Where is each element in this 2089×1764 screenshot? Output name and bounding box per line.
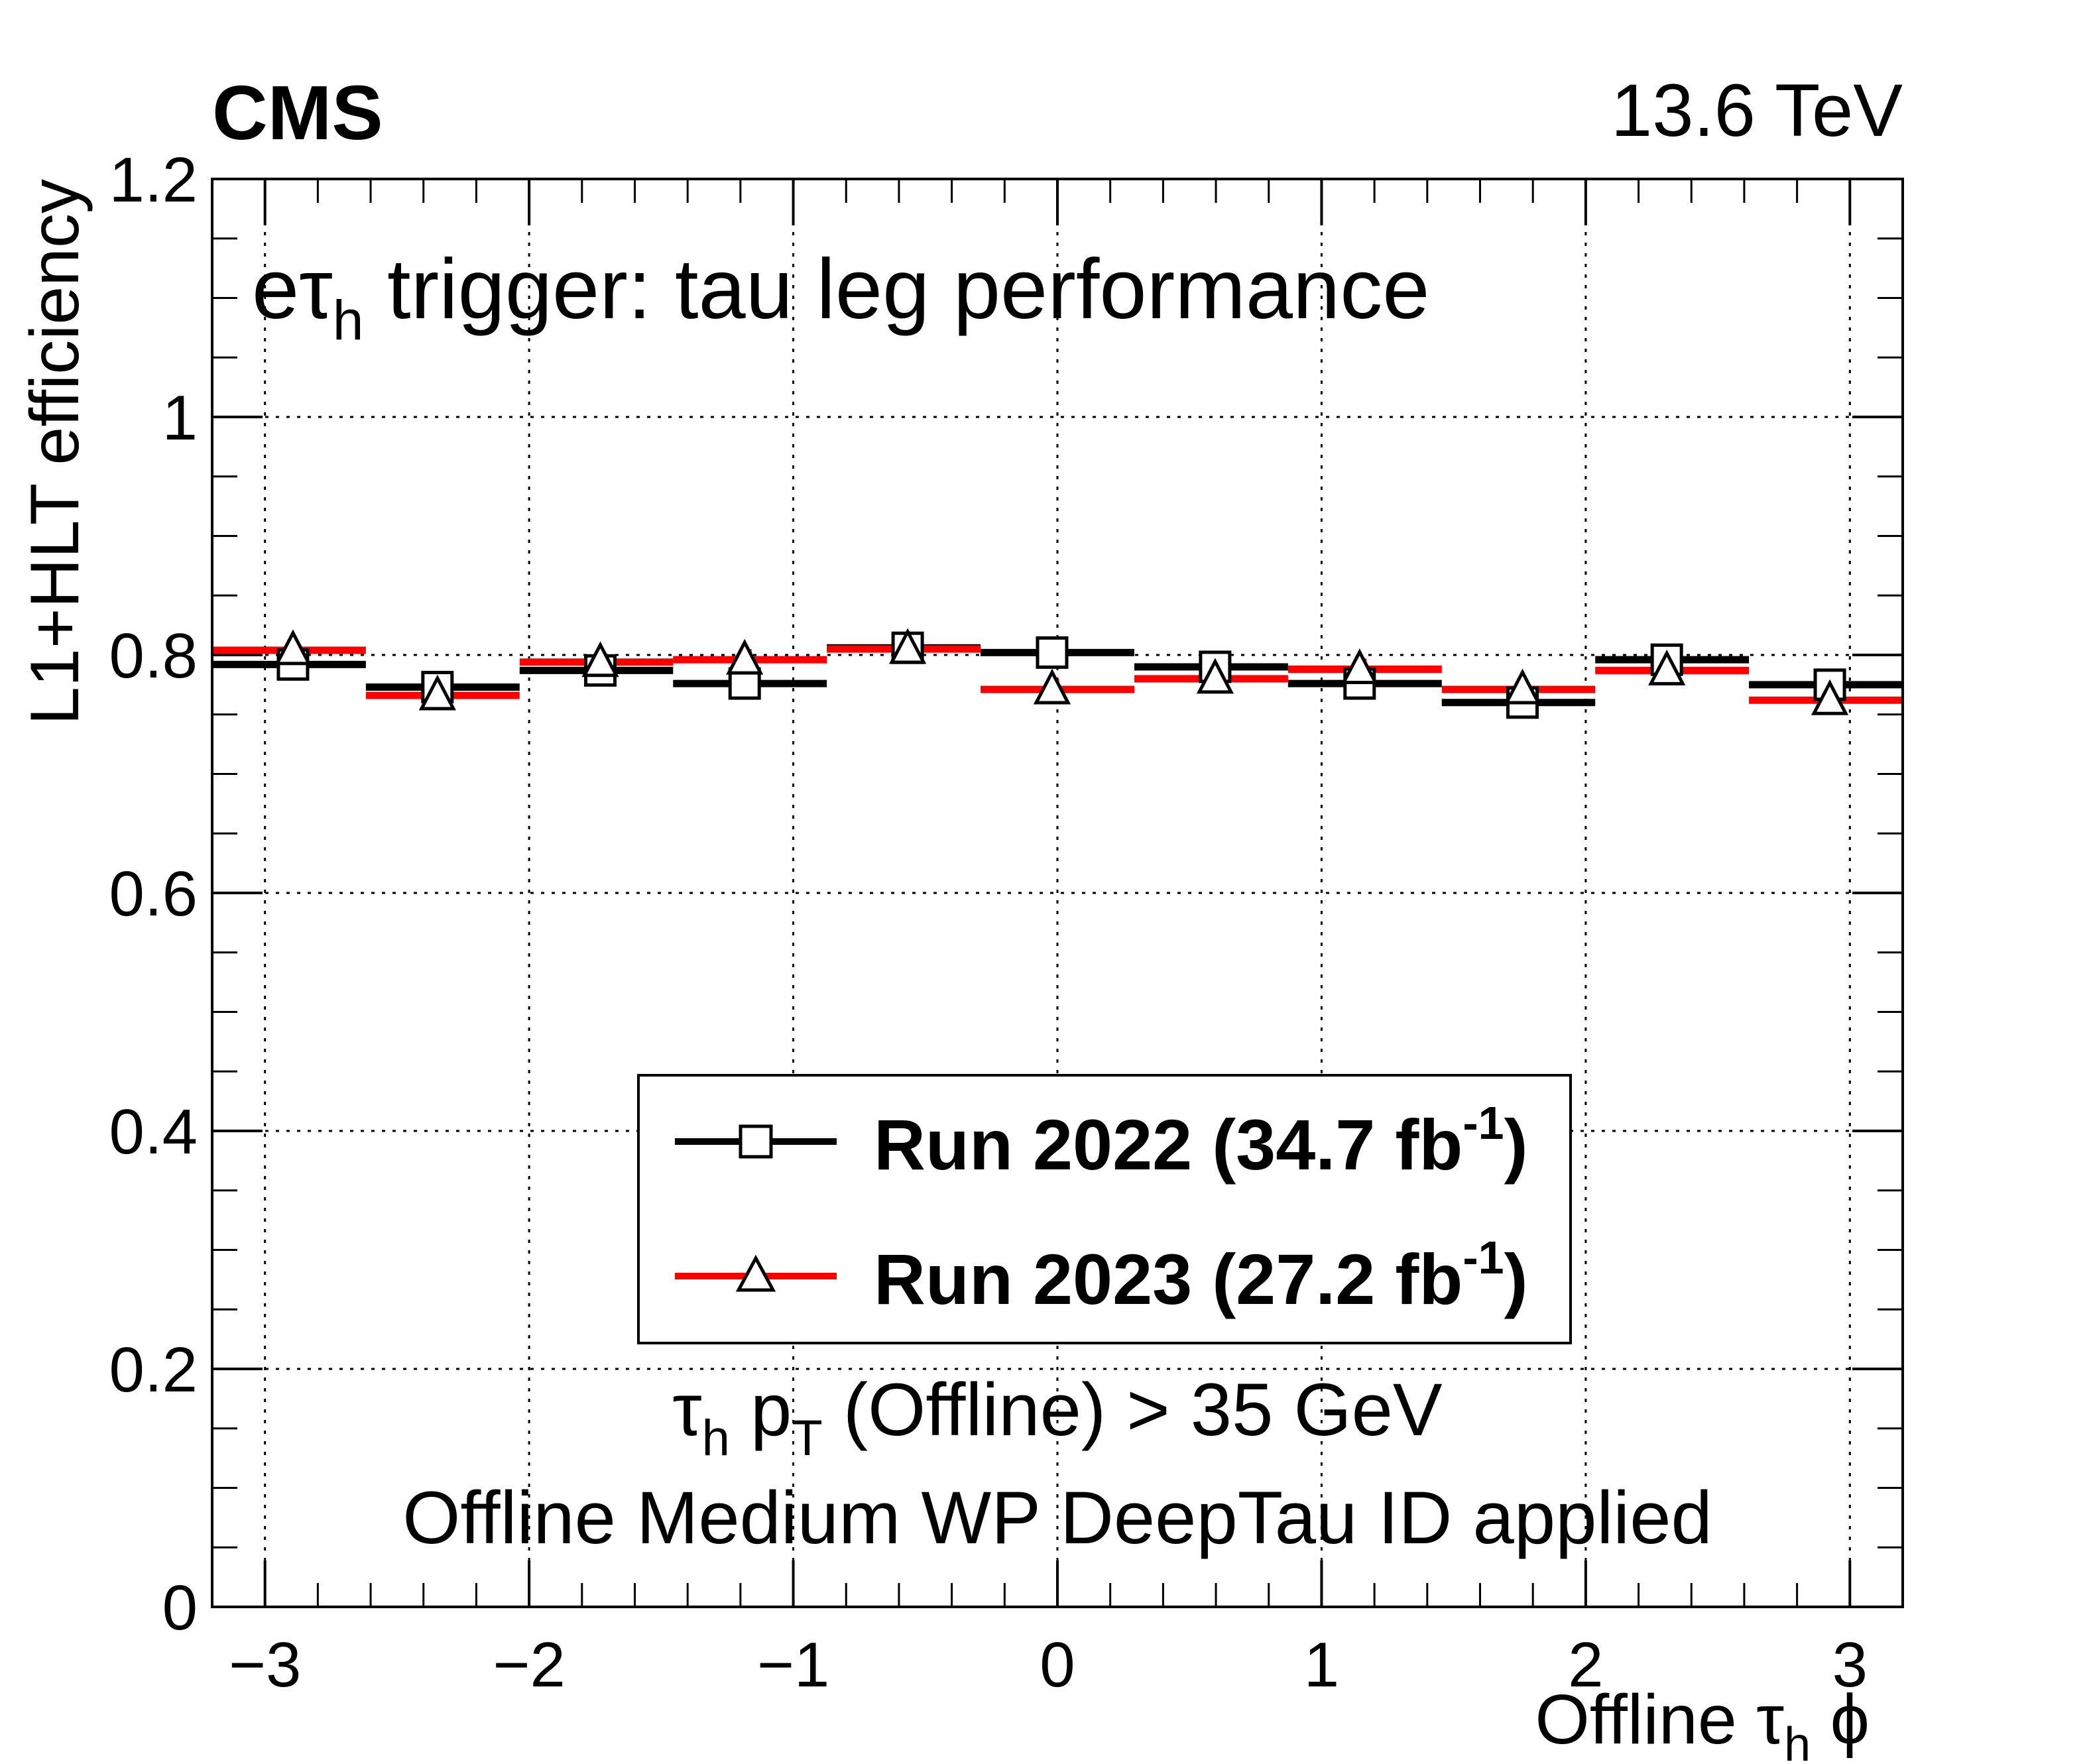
legend-label-2022-close: )	[1504, 1104, 1528, 1185]
legend-label-2022-main: Run 2022 (34.7 fb	[874, 1104, 1462, 1185]
run2023-marker	[1033, 668, 1071, 705]
chart-title: eτh trigger: tau leg performance	[252, 242, 1429, 351]
legend: Run 2022 (34.7 fb-1) Run 2023 (27.2 fb-1…	[637, 1074, 1572, 1344]
run2023-marker	[1811, 679, 1849, 715]
x-tick-label: −3	[229, 1629, 301, 1700]
y-axis-title: L1+HLT efficiency	[17, 179, 93, 725]
run2023-marker	[1504, 668, 1541, 705]
cms-label: CMS	[212, 70, 383, 156]
x-axis-title-rest: ϕ	[1811, 1680, 1870, 1759]
grid-lines	[212, 179, 1903, 1607]
chart-title-rest: trigger: tau leg performance	[363, 242, 1429, 337]
run2023-marker	[418, 674, 456, 711]
chart-title-e: e	[252, 242, 299, 337]
y-tick-label: 0.2	[109, 1334, 198, 1405]
run2023-marker	[726, 638, 764, 675]
energy-label: 13.6 TeV	[1611, 69, 1903, 152]
series-layer	[212, 628, 1903, 719]
pt-cut-tau: τ	[672, 1368, 701, 1451]
pt-cut-sub-h: h	[702, 1410, 730, 1466]
pt-cut-annotation: τh pT (Offline) > 35 GeV	[672, 1368, 1443, 1466]
minor-ticks	[212, 179, 1903, 1607]
y-tick-labels: 0 0.2 0.4 0.6 0.8 1 1.2	[109, 145, 198, 1643]
legend-marker-2022	[739, 1124, 773, 1159]
chart-title-sub: h	[333, 289, 364, 351]
y-tick-label: 0	[162, 1572, 198, 1643]
x-axis-title-sub: h	[1784, 1718, 1811, 1764]
run2023-marker	[1196, 658, 1234, 694]
pt-cut-rest: (Offline) > 35 GeV	[823, 1368, 1443, 1451]
run2022-marker	[1036, 636, 1069, 669]
pt-cut-sub-t: T	[792, 1410, 822, 1466]
run2023-marker	[274, 629, 312, 666]
x-tick-label: −1	[757, 1629, 829, 1700]
deeptau-annotation: Offline Medium WP DeepTau ID applied	[402, 1476, 1712, 1559]
y-tick-label: 0.6	[109, 858, 198, 929]
plot-frame	[211, 178, 1904, 1608]
legend-label-2023: Run 2023 (27.2 fb-1)	[874, 1232, 1528, 1319]
legend-label-2023-main: Run 2023 (27.2 fb	[874, 1239, 1462, 1319]
legend-box	[637, 1074, 1572, 1344]
chart-title-tau: τ	[299, 242, 333, 337]
x-axis-title: Offline τh ϕ	[1535, 1680, 1870, 1764]
y-tick-label: 0.4	[109, 1096, 198, 1167]
run2023-marker	[1648, 649, 1686, 685]
y-tick-label: 0.8	[109, 620, 198, 691]
x-tick-labels: −3 −2 −1 0 1 2 3	[229, 1629, 1868, 1700]
legend-label-2022: Run 2022 (34.7 fb-1)	[874, 1097, 1528, 1185]
legend-label-2023-sup: -1	[1462, 1232, 1504, 1283]
x-tick-label: 1	[1304, 1629, 1339, 1700]
x-axis-title-tau: τ	[1756, 1680, 1784, 1759]
y-tick-label: 1.2	[109, 145, 198, 215]
x-tick-label: 2	[1568, 1629, 1603, 1700]
x-tick-label: 0	[1040, 1629, 1075, 1700]
x-axis-title-main: Offline	[1535, 1680, 1756, 1759]
x-tick-label: 3	[1832, 1629, 1868, 1700]
y-tick-label: 1	[162, 382, 198, 453]
run2023-marker	[888, 628, 927, 664]
legend-label-2023-close: )	[1504, 1239, 1528, 1319]
run2023-marker	[1341, 648, 1378, 685]
legend-marker-2023	[735, 1254, 776, 1292]
x-tick-label: −2	[493, 1629, 565, 1700]
legend-label-2022-sup: -1	[1462, 1097, 1504, 1149]
run2023-marker	[581, 641, 619, 677]
pt-cut-p: p	[730, 1368, 792, 1451]
